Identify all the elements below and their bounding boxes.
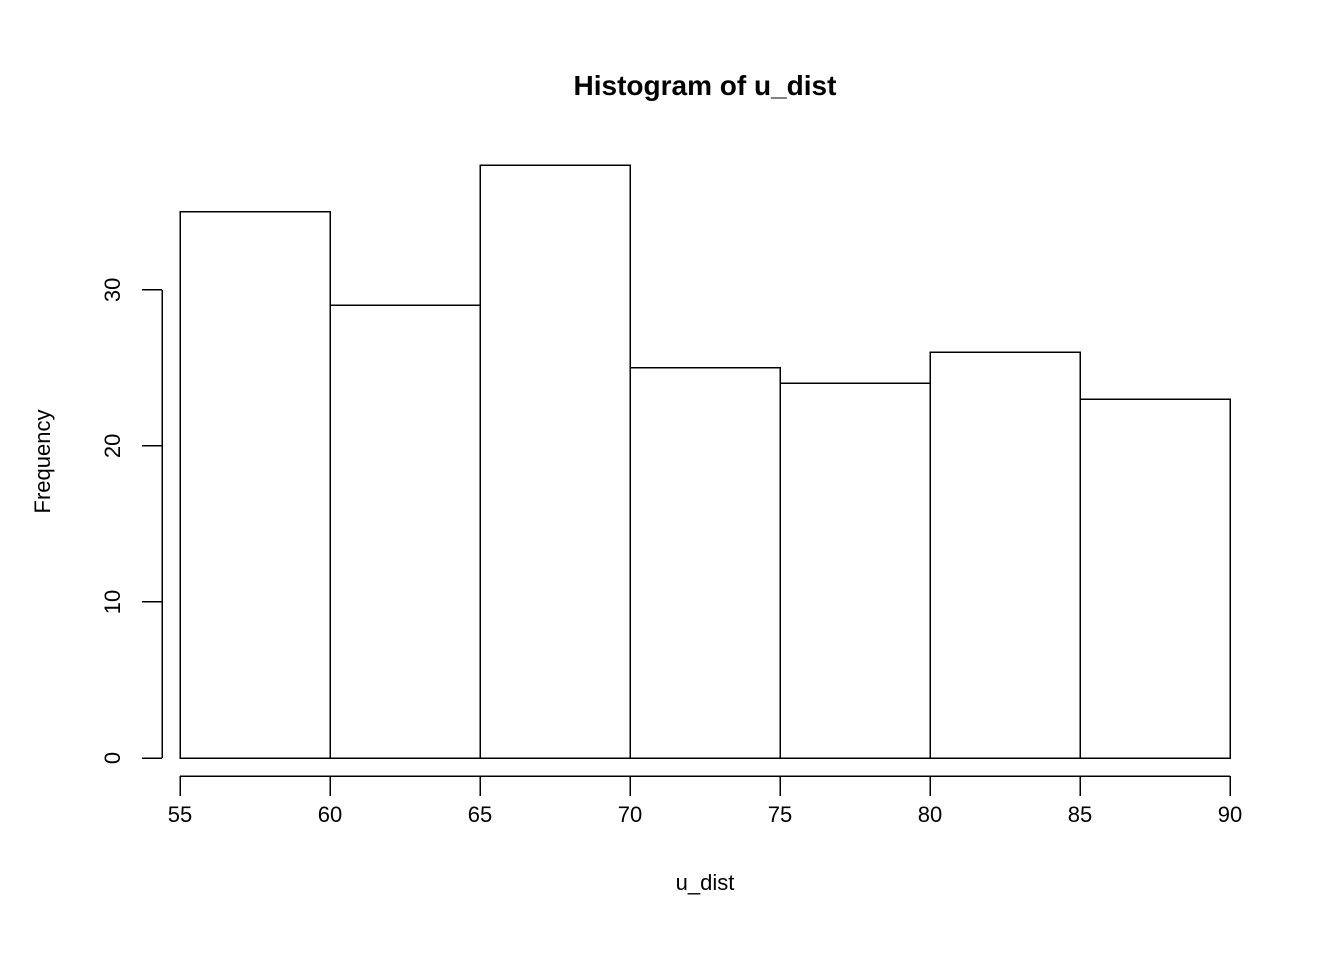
x-tick-label: 60 (318, 802, 342, 827)
y-tick-label: 30 (100, 278, 125, 302)
y-axis-label: Frequency (30, 410, 55, 514)
histogram-chart: 55 60 65 70 75 80 85 90 0 10 20 30 Histogram of u_di… (0, 0, 1344, 960)
x-tick-label: 80 (918, 802, 942, 827)
chart-title: Histogram of u_dist (574, 70, 837, 101)
histogram-bar (930, 352, 1080, 758)
x-tick-label: 65 (468, 802, 492, 827)
x-tick-label: 90 (1218, 802, 1242, 827)
x-tick-label: 85 (1068, 802, 1092, 827)
histogram-bar (780, 383, 930, 758)
histogram-bar (630, 368, 780, 758)
x-axis-label: u_dist (676, 870, 735, 895)
y-tick-label: 10 (100, 590, 125, 614)
histogram-bar (480, 165, 630, 758)
histogram-bar (180, 212, 330, 758)
histogram-bar (1080, 399, 1230, 758)
x-tick-label: 75 (768, 802, 792, 827)
y-tick-label: 20 (100, 434, 125, 458)
x-tick-label: 70 (618, 802, 642, 827)
histogram-bar (330, 305, 480, 758)
x-tick-label: 55 (168, 802, 192, 827)
y-tick-label: 0 (100, 752, 125, 764)
